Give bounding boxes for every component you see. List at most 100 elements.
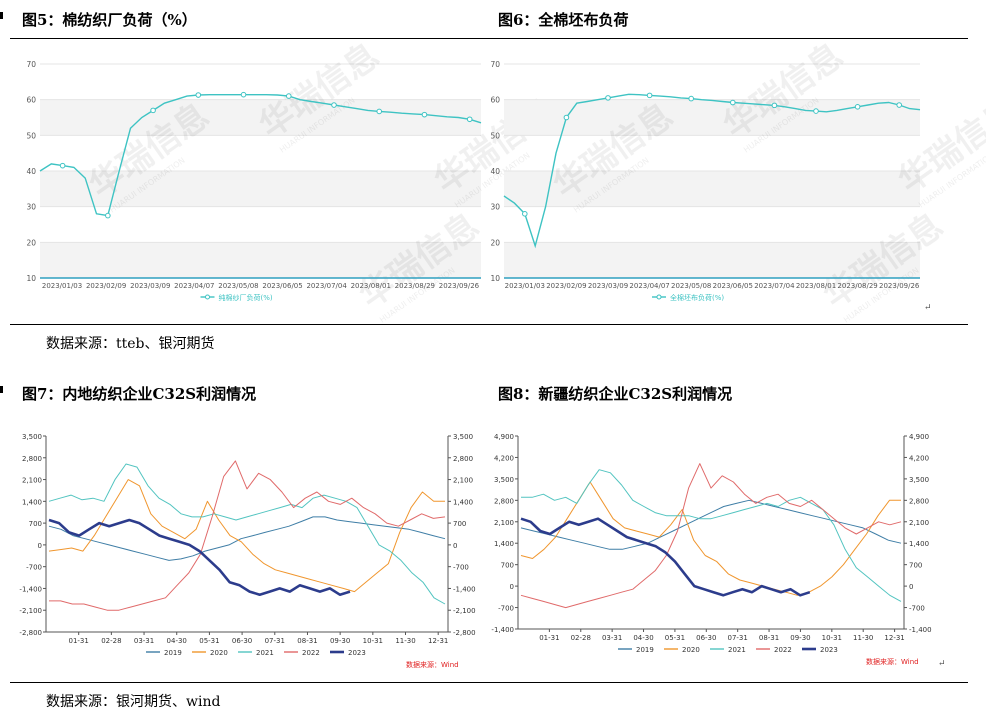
series-line-2023 xyxy=(520,517,811,597)
y-tick-label: 1,400 xyxy=(22,498,42,506)
x-tick-label: 12-31 xyxy=(884,634,904,642)
y-tick-label: 10 xyxy=(490,274,500,283)
x-tick-label: 2023/01/03 xyxy=(42,282,82,290)
y-tick-label: 20 xyxy=(26,238,36,247)
y-tick-label: 4,200 xyxy=(494,454,514,462)
x-tick-label: 2023/04/07 xyxy=(629,282,669,290)
legend-marker xyxy=(656,294,662,300)
y2-tick-label: 0 xyxy=(453,542,457,550)
y-tick-label: 40 xyxy=(490,167,500,176)
x-tick-label: 2023/07/04 xyxy=(306,282,347,290)
y2-tick-label: 3,500 xyxy=(453,433,473,441)
y-tick-label: 50 xyxy=(490,131,500,140)
y-tick-label: 40 xyxy=(26,167,36,176)
series-marker xyxy=(59,162,66,169)
series-marker xyxy=(813,108,819,114)
marker-middle xyxy=(0,386,3,393)
legend-label-2023: 2023 xyxy=(348,649,366,657)
series-line-2021 xyxy=(521,469,902,602)
x-tick-label: 02-28 xyxy=(571,634,591,642)
x-tick-label: 2023/06/05 xyxy=(262,282,302,290)
figure-6-title: 图6：全棉坯布负荷 xyxy=(498,11,629,29)
y-tick-label: 60 xyxy=(26,96,36,105)
paragraph-mark: ↵ xyxy=(924,303,932,313)
x-tick-label: 07-31 xyxy=(265,637,285,645)
x-tick-label: 2023/05/08 xyxy=(218,282,258,290)
series-marker xyxy=(854,104,861,110)
x-tick-label: 2023/03/09 xyxy=(588,282,628,290)
x-tick-label: 11-30 xyxy=(853,634,873,642)
x-tick-label: 2023/09/26 xyxy=(879,282,920,290)
legend-label-2021: 2021 xyxy=(728,646,746,654)
y-tick-label: 2,100 xyxy=(494,519,514,527)
series-line xyxy=(503,93,921,249)
series-marker xyxy=(771,102,778,109)
series-marker xyxy=(688,95,695,102)
y-tick-label: -1,400 xyxy=(491,626,514,634)
series-marker xyxy=(896,102,903,108)
legend-label-2020: 2020 xyxy=(682,646,700,654)
series-marker xyxy=(240,91,247,98)
series-line xyxy=(39,94,482,217)
figure-7-title: 图7：内地纺织企业C32S利润情况 xyxy=(22,385,257,403)
y2-tick-label: 0 xyxy=(909,583,913,591)
grid-band xyxy=(504,242,920,278)
y2-tick-label: 700 xyxy=(909,562,922,570)
series-marker xyxy=(563,114,570,121)
y2-tick-label: -2,100 xyxy=(453,607,476,615)
y-tick-label: 30 xyxy=(490,203,500,212)
x-tick-label: 03-31 xyxy=(602,634,622,642)
y-tick-label: -2,800 xyxy=(19,629,42,637)
y-tick-label: 2,800 xyxy=(22,455,42,463)
legend-label-2019: 2019 xyxy=(636,646,654,654)
y-tick-label: -700 xyxy=(26,564,42,572)
x-tick-label: 2023/02/09 xyxy=(546,282,586,290)
x-tick-label: 10-31 xyxy=(822,634,842,642)
grid-band xyxy=(504,99,920,136)
x-tick-label: 08-31 xyxy=(759,634,779,642)
source-text-bottom: 数据来源：银河期货、wind xyxy=(46,694,221,710)
source-text-top: 数据来源：tteb、银河期货 xyxy=(46,336,215,352)
y-tick-label: 700 xyxy=(501,562,514,570)
marker-top xyxy=(0,12,3,19)
x-tick-label: 2023/03/09 xyxy=(130,282,170,290)
y-tick-label: 700 xyxy=(29,520,42,528)
x-tick-label: 2023/05/08 xyxy=(671,282,711,290)
x-tick-label: 11-30 xyxy=(395,637,415,645)
x-tick-label: 2023/08/01 xyxy=(351,282,391,290)
y-tick-label: 60 xyxy=(490,96,500,105)
x-tick-label: 09-30 xyxy=(790,634,810,642)
grid-band xyxy=(40,242,481,278)
x-tick-label: 2023/08/01 xyxy=(796,282,836,290)
series-line-2020 xyxy=(48,479,445,593)
x-tick-label: 12-31 xyxy=(428,637,448,645)
y2-tick-label: 3,500 xyxy=(909,476,929,484)
y2-tick-label: 2,100 xyxy=(453,477,473,485)
series-marker xyxy=(195,92,202,98)
series-marker xyxy=(730,99,736,106)
figure-8-title: 图8：新疆纺织企业C32S利润情况 xyxy=(498,385,733,403)
divider-source-top xyxy=(10,324,968,325)
x-tick-label: 05-31 xyxy=(665,634,685,642)
series-marker xyxy=(150,107,156,114)
x-tick-label: 2023/04/07 xyxy=(174,282,214,290)
legend-label-2022: 2022 xyxy=(302,649,320,657)
series-marker xyxy=(285,93,292,99)
x-tick-label: 03-31 xyxy=(134,637,154,645)
y-tick-label: 70 xyxy=(490,60,500,69)
y2-tick-label: -2,800 xyxy=(453,629,476,637)
series-marker xyxy=(376,108,383,115)
x-tick-label: 10-31 xyxy=(363,637,383,645)
legend-marker xyxy=(205,294,210,300)
y-tick-label: 30 xyxy=(26,203,36,212)
x-tick-label: 2023/08/29 xyxy=(837,282,877,290)
series-marker xyxy=(331,102,337,108)
y2-tick-label: 1,400 xyxy=(453,498,473,506)
series-marker xyxy=(421,111,428,118)
y2-tick-label: -700 xyxy=(909,605,925,613)
grid-band xyxy=(40,171,481,207)
x-tick-label: 2023/01/03 xyxy=(505,282,545,290)
x-tick-label: 07-31 xyxy=(728,634,748,642)
x-tick-label: 04-30 xyxy=(167,637,187,645)
x-tick-label: 06-30 xyxy=(232,637,252,645)
